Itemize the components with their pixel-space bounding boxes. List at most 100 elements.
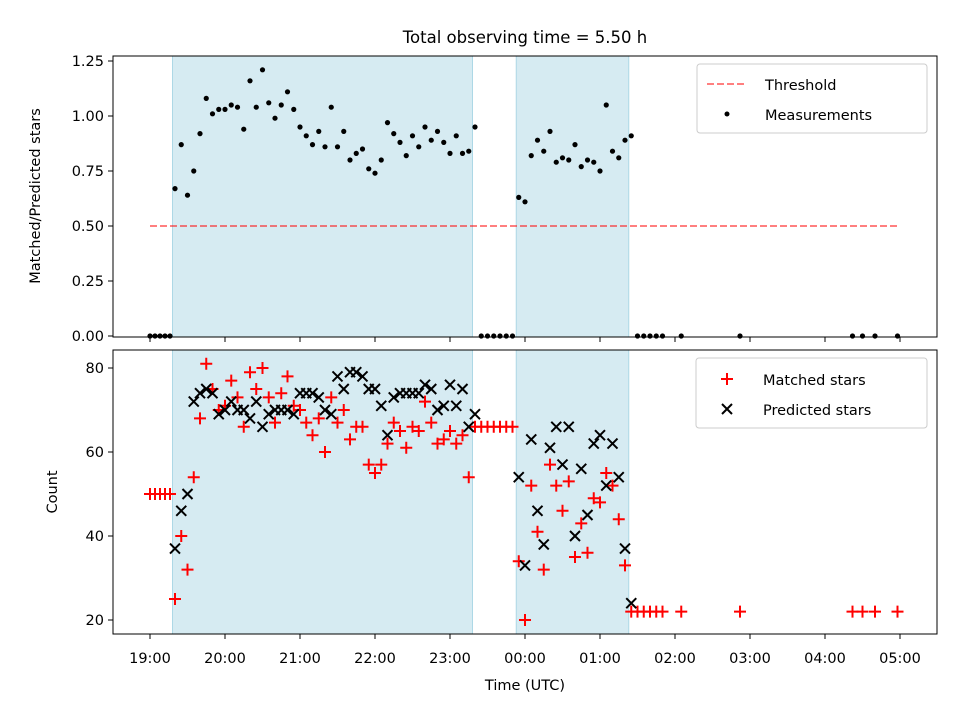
measurement-point	[441, 139, 447, 145]
measurement-point	[466, 148, 472, 154]
matched-star-point	[734, 605, 746, 618]
predicted-star-point	[369, 383, 381, 395]
matched-star-point	[412, 425, 425, 437]
matched-star-point	[200, 357, 213, 370]
matched-star-point	[275, 387, 288, 400]
measurement-point	[172, 186, 178, 192]
measurement-point	[541, 148, 547, 154]
measurement-point	[378, 157, 384, 163]
measurement-point	[162, 333, 168, 339]
measurement-point	[859, 333, 866, 339]
matched-star-point	[369, 467, 381, 479]
measurement-point	[872, 333, 878, 339]
measurement-point	[328, 104, 334, 110]
measurement-point	[609, 148, 616, 154]
predicted-star-point	[581, 509, 594, 521]
predicted-star-point	[194, 387, 206, 399]
measurement-point	[241, 126, 247, 132]
x-tick-label: 04:00	[804, 651, 846, 667]
measurement-point	[641, 333, 647, 339]
matched-star-point	[856, 605, 869, 618]
measurement-point	[472, 124, 478, 130]
matched-star-point	[550, 479, 563, 492]
bottom-legend-box	[695, 357, 928, 429]
predicted-star-point	[563, 421, 575, 433]
measurement-point	[849, 333, 856, 339]
matched-star-point	[381, 437, 394, 450]
predicted-star-point	[613, 471, 625, 483]
y-tick-label: 0.00	[72, 329, 104, 345]
measurement-point	[372, 170, 378, 176]
legend-measurements-label: Measurements	[765, 108, 872, 124]
matched-star-point	[312, 412, 325, 425]
measurement-point	[228, 102, 234, 108]
matched-star-point	[600, 467, 613, 479]
measurement-point	[297, 124, 303, 130]
measurement-point	[484, 333, 491, 339]
matched-star-point	[306, 429, 319, 442]
matched-star-point	[506, 420, 519, 433]
y-tick-label: 20	[86, 613, 104, 629]
matched-star-point	[300, 416, 313, 429]
matched-star-point	[656, 605, 669, 618]
top-legend: Threshold Measurements	[696, 63, 928, 134]
predicted-star-point	[600, 479, 612, 492]
matched-star-point	[525, 479, 538, 492]
measurement-point	[628, 133, 634, 139]
measurement-point	[222, 106, 228, 112]
x-tick-label: 20:00	[204, 651, 246, 667]
measurement-point	[491, 333, 497, 339]
matched-star-point	[531, 525, 544, 538]
predicted-star-point	[625, 597, 637, 609]
measurement-point	[341, 128, 347, 134]
matched-star-point	[569, 551, 581, 563]
predicted-star-point	[213, 408, 225, 420]
predicted-star-point	[619, 542, 631, 555]
measurement-point	[157, 333, 163, 339]
measurement-point	[359, 146, 366, 152]
y-tick-label: 40	[86, 529, 104, 545]
matched-star-point	[456, 429, 469, 442]
matched-star-point	[419, 395, 431, 408]
matched-star-point	[362, 458, 375, 471]
predicted-star-point	[419, 379, 431, 391]
matched-star-point	[231, 391, 244, 404]
legend-measurements-swatch	[724, 111, 730, 117]
bottom-y-axis-label: Count	[45, 470, 61, 513]
measurement-point	[197, 131, 203, 137]
matched-star-point	[169, 593, 181, 605]
matched-star-point	[325, 391, 338, 404]
matched-star-point	[250, 383, 263, 395]
measurement-point	[184, 192, 191, 198]
matched-star-point	[512, 555, 525, 568]
x-tick-label: 03:00	[729, 651, 771, 667]
y-tick-label: 60	[86, 445, 104, 461]
matched-star-point	[891, 605, 904, 618]
chart-title: Total observing time = 5.50 h	[402, 28, 647, 47]
predicted-star-point	[325, 408, 337, 420]
predicted-star-point	[281, 404, 294, 416]
matched-star-point	[187, 471, 200, 484]
predicted-star-point	[263, 408, 275, 420]
measurement-point	[647, 333, 653, 339]
matched-star-point	[344, 433, 356, 446]
measurement-point	[167, 333, 173, 339]
predicted-star-point	[444, 379, 456, 391]
matched-star-point	[675, 605, 688, 618]
predicted-star-point	[438, 400, 450, 412]
matched-star-point	[281, 370, 294, 383]
predicted-star-point	[175, 505, 187, 517]
measurement-point	[566, 157, 572, 163]
predicted-star-point	[244, 412, 256, 425]
measurement-point	[303, 133, 309, 139]
measurement-point	[522, 199, 528, 205]
x-tick-label: 02:00	[654, 651, 696, 667]
matched-star-point	[619, 559, 631, 572]
predicted-star-point	[544, 442, 556, 454]
predicted-star-point	[219, 404, 231, 416]
matched-star-point	[294, 404, 306, 416]
measurement-point	[591, 159, 597, 165]
measurement-point	[178, 142, 184, 148]
top-y-axis-label: Matched/Predicted stars	[28, 108, 44, 284]
